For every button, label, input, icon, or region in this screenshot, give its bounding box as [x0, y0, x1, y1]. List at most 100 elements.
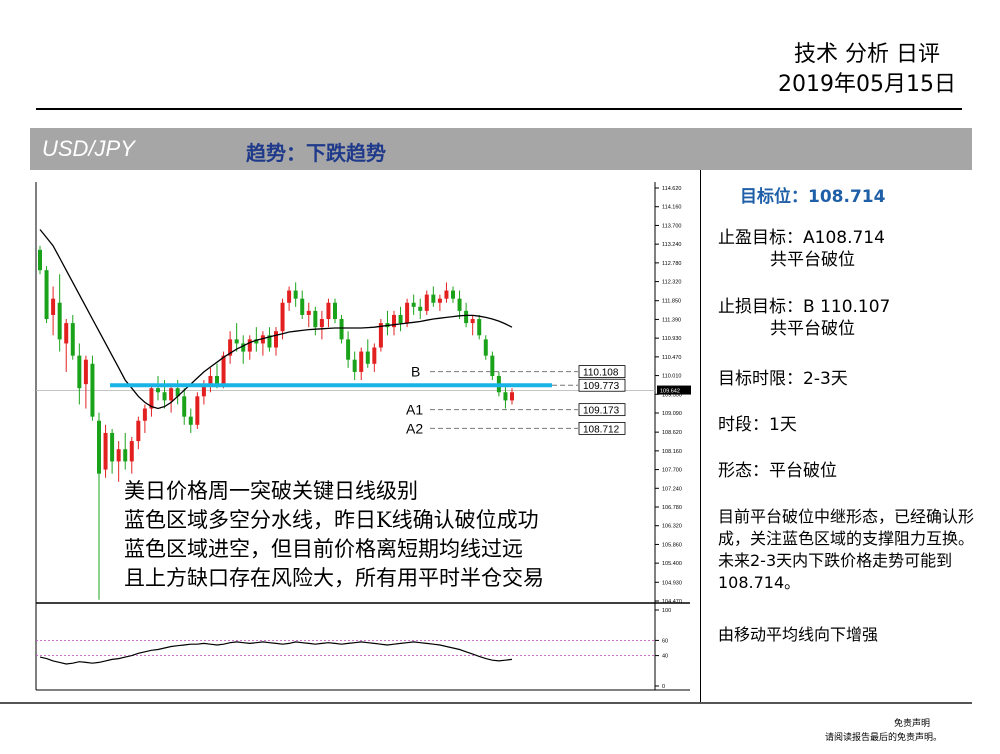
candle-body: [123, 449, 128, 462]
commentary-line: 且上方缺口存在风险大，所有用平时半仓交易: [124, 566, 544, 590]
price-tick-label: 107.700: [662, 468, 682, 474]
candle-body: [103, 432, 108, 470]
candle-body: [90, 363, 95, 417]
candle-body: [326, 302, 331, 320]
candle-body: [477, 319, 482, 336]
candle-body: [398, 314, 403, 324]
title-banner: USD/JPY 趋势：下跌趋势: [30, 128, 972, 170]
level-price-box: [578, 378, 626, 392]
candle-body: [352, 359, 357, 372]
take-profit-sub: 共平台破位: [770, 250, 855, 270]
header-rule: [36, 108, 962, 110]
candle-body: [490, 355, 495, 376]
take-profit: 止盈目标：A108.714 共平台破位: [718, 227, 885, 271]
pattern: 形态：平台破位: [718, 461, 837, 481]
candle-body: [392, 314, 396, 328]
level-name-label: A1: [406, 402, 423, 418]
candle-body: [110, 432, 115, 462]
price-tick-label: 112.780: [662, 261, 681, 267]
level-price-label: 110.108: [583, 368, 619, 379]
level-price-box: [578, 421, 626, 435]
level-price-label: 109.773: [583, 381, 620, 392]
disclaimer-title: 免责声明: [893, 719, 930, 729]
candle-body: [437, 298, 442, 303]
candle-body: [142, 408, 147, 421]
candle-body: [83, 359, 88, 385]
candle-body: [293, 290, 298, 299]
candle-body: [64, 323, 69, 344]
candle-body: [201, 384, 206, 397]
level-price-box: [578, 403, 626, 417]
currency-pair: USD/JPY: [42, 136, 135, 161]
level-price-box: [578, 365, 626, 378]
candle-body: [116, 449, 121, 462]
candle-body: [457, 298, 462, 311]
price-tick-label: 105.860: [662, 542, 682, 548]
price-tick-label: 104.930: [662, 580, 682, 586]
period: 时段：1天: [718, 415, 797, 435]
candle-body: [57, 302, 62, 340]
candle-body: [378, 323, 383, 348]
candle-body: [280, 302, 285, 332]
candle-body: [503, 392, 508, 401]
candle-body: [313, 310, 318, 328]
candle-body: [405, 302, 410, 324]
candle-body: [431, 294, 436, 303]
price-tick-label: 110.470: [662, 355, 681, 361]
commentary-line: 蓝色区域多空分水线，昨日K线确认破位成功: [124, 508, 539, 532]
candle-body: [411, 302, 416, 307]
price-tick-label: 110.930: [662, 336, 681, 342]
candle-body: [254, 339, 259, 344]
candle-body: [208, 375, 213, 385]
candle-body: [234, 339, 239, 344]
price-tick-label: 114.620: [662, 186, 681, 192]
price-chart: 114.620 114.160 113.700 113.240 112.780 112.3…: [35, 182, 691, 691]
candle-body: [215, 375, 219, 385]
candle-body: [260, 335, 265, 344]
candle-body: [319, 319, 324, 328]
candle-body: [359, 351, 364, 372]
candle-body: [182, 396, 187, 417]
commentary-line: 蓝色区域进空，但目前价格离短期均线过远: [124, 537, 523, 561]
candle-body: [241, 343, 246, 352]
bottom-rule: [0, 702, 972, 704]
level-price-label: 108.712: [583, 424, 620, 435]
price-tick-label: 108.620: [662, 430, 682, 436]
ma-note: 由移动平均线向下增强: [718, 625, 879, 644]
chart-commentary: 美日价格周一突破关键日线级别 蓝色区域多空分水线，昨日K线确认破位成功 蓝色区域…: [124, 477, 544, 593]
candle-body: [228, 339, 233, 356]
level-name-label: A2: [406, 420, 423, 436]
take-profit-label: 止盈目标：A108.714: [718, 228, 885, 248]
candle-body: [339, 319, 344, 340]
indicator-tick-label: 40: [662, 654, 668, 660]
candle-body: [274, 331, 278, 348]
candle-body: [188, 416, 193, 425]
indicator-line: [39, 641, 513, 665]
candle-body: [372, 347, 377, 364]
current-price-marker: [657, 385, 691, 395]
level-price-label: 109.173: [583, 406, 620, 417]
candle-body: [38, 249, 42, 271]
commentary-line: 美日价格周一突破关键日线级别: [124, 479, 418, 503]
candle-body: [156, 388, 160, 393]
price-tick-label: 108.160: [662, 449, 682, 455]
indicator-tick-label: 0: [662, 684, 665, 690]
price-tick-label: 109.090: [662, 411, 682, 417]
candle-body: [424, 294, 429, 311]
candle-body: [51, 298, 56, 315]
candle-body: [44, 270, 49, 320]
candle-body: [510, 392, 514, 401]
candle-body: [136, 420, 141, 442]
analysis-description: 目前平台破位中继形态，已经确认形成，关注蓝色区域的支撑阻力互换。未来2-3天内下…: [718, 507, 975, 592]
price-tick-label: 106.780: [662, 505, 682, 511]
candle-body: [129, 441, 134, 462]
price-tick-label: 109.550: [662, 392, 682, 398]
price-tick-label: 110.010: [662, 374, 681, 380]
candle-body: [247, 339, 252, 352]
candle-body: [464, 310, 469, 324]
current-price-label: 109.642: [660, 389, 680, 395]
candle-body: [195, 396, 200, 425]
time-limit: 目标时限：2-3天: [718, 369, 848, 389]
candle-body: [97, 420, 101, 474]
candle-body: [175, 388, 180, 397]
